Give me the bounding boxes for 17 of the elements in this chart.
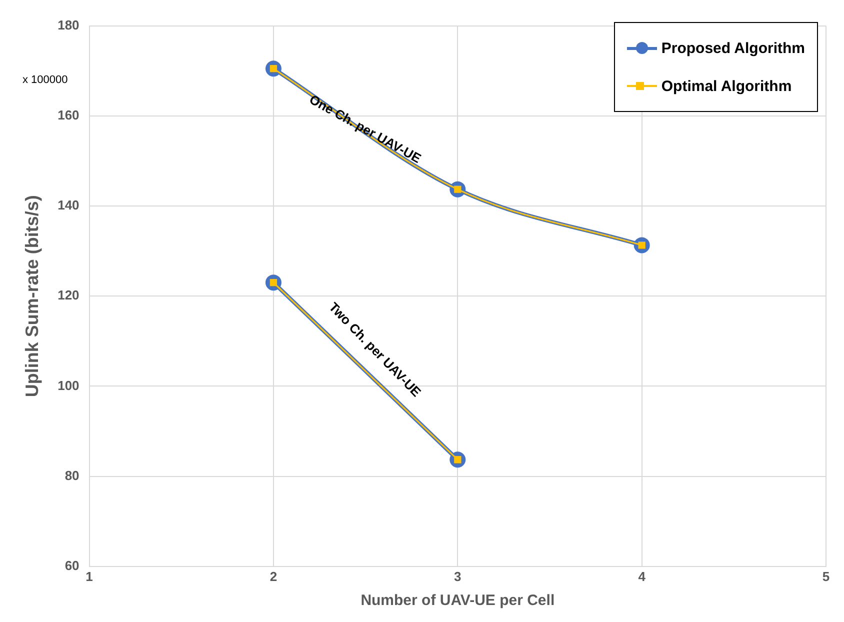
- x-tick-label: 1: [86, 568, 93, 584]
- x-tick-label: 5: [822, 568, 830, 584]
- y-tick-label: 120: [58, 288, 80, 303]
- legend-label: Proposed Algorithm: [661, 40, 805, 56]
- y-axis-title: Uplink Sum-rate (bits/s): [22, 195, 42, 398]
- x-tick-label: 4: [638, 568, 646, 584]
- y-tick-label: 100: [58, 378, 80, 393]
- text: x 100000: [22, 74, 68, 86]
- y-tick-label: 180: [58, 17, 80, 32]
- x-axis-title: Number of UAV-UE per Cell: [360, 592, 555, 610]
- x-tick-label: 2: [270, 568, 278, 584]
- y-tick-label: 140: [58, 198, 80, 213]
- x-tick-label: 3: [454, 568, 462, 584]
- y-tick-label: 80: [64, 468, 80, 483]
- y-tick-label: 160: [58, 107, 80, 122]
- y-tick-label: 60: [64, 558, 80, 573]
- legend-label: Optimal Algorithm: [661, 78, 792, 94]
